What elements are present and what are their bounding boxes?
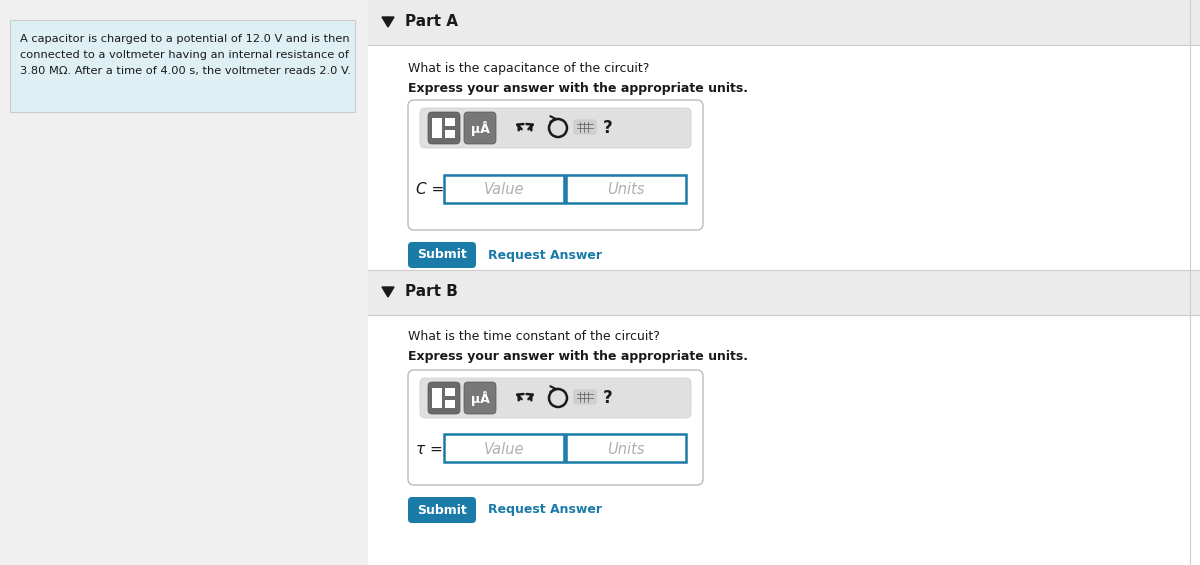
Text: τ =: τ = [416,441,443,457]
Bar [368,0,1200,565]
Text: Request Answer: Request Answer [488,503,602,516]
Bar [444,175,564,203]
FancyBboxPatch shape [428,112,460,144]
Bar [10,20,355,112]
Text: μÅ: μÅ [470,121,490,137]
Text: Units: Units [607,182,644,198]
FancyBboxPatch shape [428,382,460,414]
Bar [368,45,1200,270]
Bar [368,0,1200,45]
Polygon shape [382,287,394,297]
Polygon shape [382,17,394,27]
Text: Units: Units [607,441,644,457]
Bar [444,434,564,462]
Bar [445,118,455,126]
FancyBboxPatch shape [420,108,691,148]
Text: ?: ? [604,389,613,407]
Bar [566,434,686,462]
Text: Submit: Submit [418,503,467,516]
Bar [368,270,1200,315]
FancyBboxPatch shape [574,390,596,404]
FancyBboxPatch shape [420,378,691,418]
Bar [566,175,686,203]
Bar [432,388,442,408]
Bar [445,388,455,396]
FancyBboxPatch shape [464,382,496,414]
Bar [445,130,455,138]
Text: Request Answer: Request Answer [488,249,602,262]
Bar [368,315,1200,565]
Text: A capacitor is charged to a potential of 12.0 V and is then: A capacitor is charged to a potential of… [20,34,349,44]
FancyBboxPatch shape [408,100,703,230]
Text: C =: C = [416,182,444,198]
Text: ?: ? [604,119,613,137]
FancyBboxPatch shape [464,112,496,144]
FancyBboxPatch shape [574,120,596,134]
Bar [432,118,442,138]
FancyBboxPatch shape [408,370,703,485]
FancyBboxPatch shape [408,497,476,523]
Text: Value: Value [484,182,524,198]
Text: What is the capacitance of the circuit?: What is the capacitance of the circuit? [408,62,649,75]
FancyBboxPatch shape [408,242,476,268]
Text: 3.80 MΩ. After a time of 4.00 s, the voltmeter reads 2.0 V.: 3.80 MΩ. After a time of 4.00 s, the vol… [20,66,350,76]
Text: μÅ: μÅ [470,392,490,406]
Text: connected to a voltmeter having an internal resistance of: connected to a voltmeter having an inter… [20,50,349,60]
Text: Part B: Part B [406,285,458,299]
Bar [445,400,455,408]
Text: Value: Value [484,441,524,457]
Text: Part A: Part A [406,15,458,29]
Text: Express your answer with the appropriate units.: Express your answer with the appropriate… [408,82,748,95]
Text: Submit: Submit [418,249,467,262]
Text: Express your answer with the appropriate units.: Express your answer with the appropriate… [408,350,748,363]
Text: What is the time constant of the circuit?: What is the time constant of the circuit… [408,330,660,343]
